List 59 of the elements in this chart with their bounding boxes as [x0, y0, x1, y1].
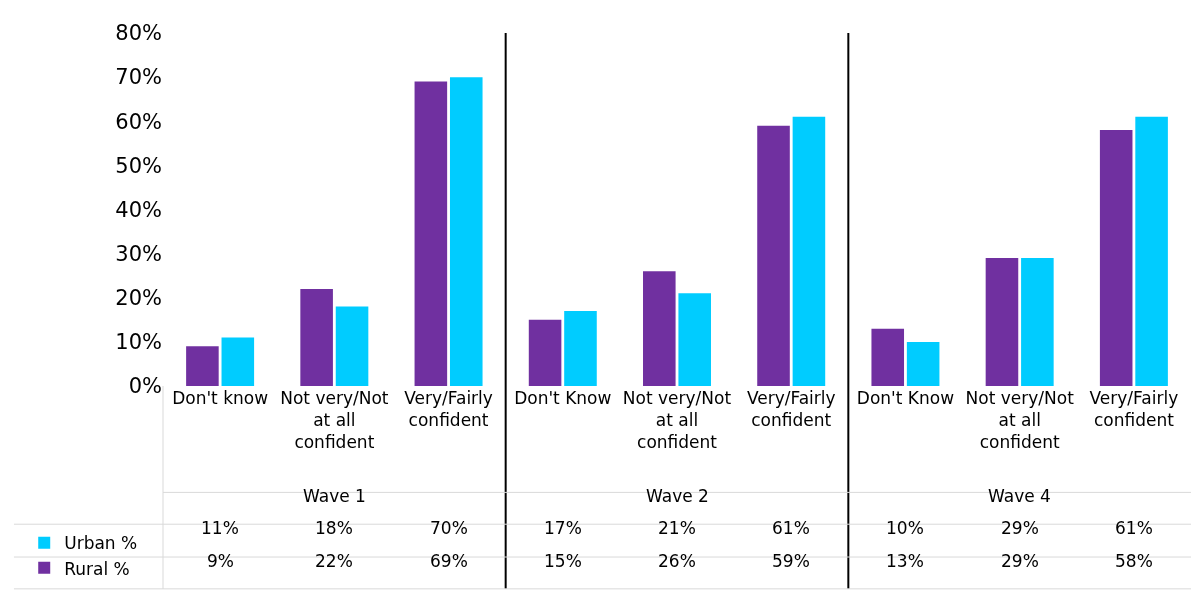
y-tick-label: 50%	[115, 153, 162, 178]
bar	[1135, 116, 1168, 386]
data-label: 70%	[430, 518, 468, 538]
y-tick-label: 70%	[115, 65, 162, 90]
text: Wave 2	[646, 486, 709, 506]
data-label: 18%	[315, 518, 353, 538]
bar	[1099, 130, 1133, 386]
x-tick-label: Very/Fairly confident	[1089, 388, 1179, 431]
text: Wave 4	[988, 486, 1051, 506]
y-tick-label: 10%	[115, 330, 162, 355]
data-label: 15%	[544, 551, 582, 571]
data-label: 58%	[1115, 551, 1153, 571]
data-label: 29%	[1001, 551, 1039, 571]
x-tick-label: Not very/Not at all confident	[280, 388, 389, 453]
bar	[678, 293, 711, 386]
bar	[414, 81, 448, 386]
data-label: 61%	[1115, 518, 1153, 538]
data-label: 11%	[201, 518, 239, 538]
x-tick-label: Don't Know	[856, 388, 955, 408]
x-tick-label: Very/Fairly confident	[404, 388, 493, 431]
y-tick-label: 20%	[115, 286, 162, 311]
x-tick-label: Not very/Not at all confident	[622, 388, 732, 453]
data-label: 69%	[430, 551, 468, 571]
data-label: 22%	[315, 551, 353, 571]
data-label: 21%	[658, 518, 696, 538]
bar	[1021, 258, 1054, 386]
y-tick-label: 0%	[128, 374, 162, 399]
x-tick-label: Not very/Not at all confident	[965, 388, 1075, 453]
legend-label: Rural %	[64, 558, 130, 579]
bar	[335, 306, 369, 386]
data-label: 61%	[772, 518, 810, 538]
bar	[985, 258, 1019, 386]
data-label: 9%	[207, 551, 234, 571]
bar	[871, 328, 905, 386]
y-tick-label: 40%	[115, 197, 162, 222]
y-tick-label: 80%	[115, 21, 162, 46]
bar	[300, 288, 333, 386]
text: Wave 1	[303, 486, 366, 506]
bar	[221, 337, 255, 386]
x-tick-label: Very/Fairly confident	[746, 388, 836, 431]
bar	[792, 116, 826, 386]
bar	[643, 271, 676, 386]
x-tick-label: Don't know	[172, 388, 269, 408]
y-tick-label: 60%	[115, 109, 162, 134]
bar	[528, 319, 562, 386]
data-label: 59%	[772, 551, 810, 571]
bar	[906, 341, 940, 386]
bar	[186, 346, 219, 386]
bar	[757, 125, 790, 386]
x-tick-label: Don't Know	[514, 388, 612, 408]
legend-label: Urban %	[64, 533, 138, 554]
y-tick-label: 30%	[115, 241, 162, 266]
bar	[564, 310, 597, 386]
bar	[449, 77, 483, 386]
data-label: 10%	[886, 518, 924, 538]
data-label: 29%	[1001, 518, 1039, 538]
data-label: 17%	[544, 518, 582, 538]
data-label: 26%	[658, 551, 696, 571]
data-label: 13%	[886, 551, 924, 571]
